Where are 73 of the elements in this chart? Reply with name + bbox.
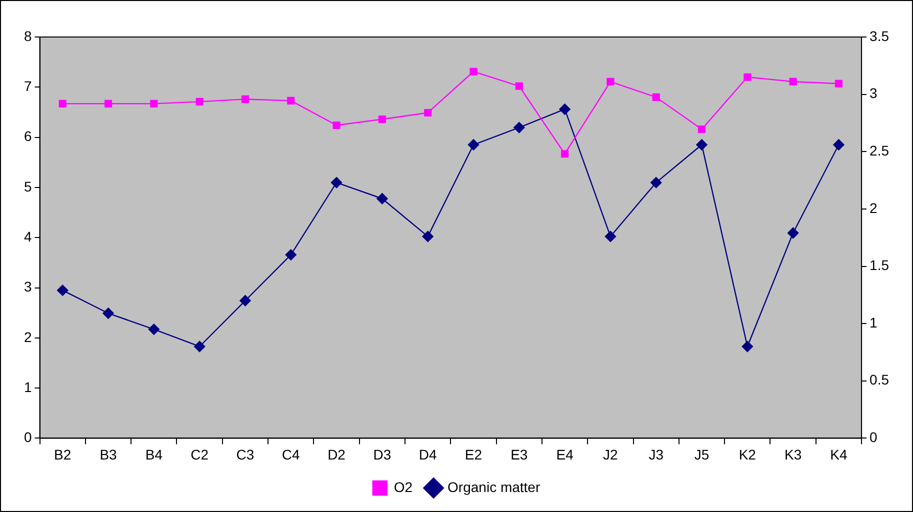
point (196, 98, 204, 106)
x-tick-label: C2 (190, 446, 209, 462)
y-tick-label: 1 (24, 378, 32, 395)
point (606, 78, 614, 86)
point (57, 284, 68, 296)
point (376, 193, 388, 204)
point (424, 108, 432, 117)
y-tick-label: 3 (24, 278, 32, 295)
y-tick-label: 0 (24, 429, 32, 446)
point (789, 78, 797, 86)
legend-label: O2 (394, 478, 413, 495)
x-tick-label: K2 (738, 446, 756, 462)
x-tick-label: K4 (830, 446, 848, 462)
point (332, 121, 340, 130)
point (104, 100, 112, 108)
x-tick-label: B4 (145, 446, 163, 462)
y2-tick-label: 0.5 (870, 372, 890, 388)
point (468, 139, 480, 150)
point (604, 230, 616, 242)
point (787, 227, 799, 239)
x-tick-label: D3 (373, 446, 392, 462)
x-tick-label: J5 (694, 446, 710, 462)
y2-tick-label: 3 (870, 85, 878, 102)
y2-tick-label: 0 (870, 429, 878, 446)
x-tick-label: C3 (236, 446, 254, 462)
point (150, 100, 158, 108)
point (330, 176, 342, 188)
x-tick-label: C4 (282, 446, 300, 462)
y2-tick-label: 2 (870, 200, 878, 216)
y2-tick-label: 2.5 (870, 142, 890, 158)
x-tick-label: D2 (328, 446, 346, 462)
point (514, 122, 525, 134)
y-tick-label: 4 (24, 228, 32, 244)
point (148, 324, 160, 335)
point (744, 73, 752, 81)
point (470, 68, 478, 76)
point (652, 93, 660, 101)
y2-tick-label: 3.5 (870, 28, 890, 44)
point (559, 104, 570, 115)
legend-label: Organic matter (448, 478, 540, 495)
x-tick-label: B3 (100, 446, 118, 462)
point (194, 340, 206, 352)
point (650, 176, 662, 188)
y-tick-label: 6 (24, 128, 32, 144)
point (696, 139, 708, 150)
y-tick-label: 5 (24, 178, 32, 194)
point (102, 308, 114, 319)
x-tick-label: J2 (603, 446, 618, 462)
point (834, 80, 842, 88)
x-tick-label: J3 (648, 446, 664, 462)
point (422, 230, 434, 242)
x-tick-label: E2 (464, 446, 482, 462)
point (240, 295, 251, 306)
point (833, 139, 844, 150)
point (698, 125, 706, 134)
point (742, 340, 754, 352)
y2-tick-label: 1.5 (870, 257, 890, 274)
point (58, 100, 66, 108)
point (561, 150, 569, 158)
point (285, 249, 296, 260)
point (287, 96, 295, 104)
x-tick-label: E4 (556, 446, 574, 462)
y-tick-label: 7 (24, 78, 32, 94)
x-tick-label: B2 (54, 446, 72, 462)
y-tick-label: 8 (24, 28, 32, 44)
y-tick-label: 2 (24, 328, 32, 345)
point (241, 95, 250, 103)
point (378, 115, 386, 124)
x-tick-label: K3 (784, 446, 802, 462)
x-tick-label: D4 (418, 446, 437, 462)
point (515, 82, 523, 90)
x-tick-label: E3 (510, 446, 528, 462)
y2-tick-label: 1 (870, 314, 878, 330)
